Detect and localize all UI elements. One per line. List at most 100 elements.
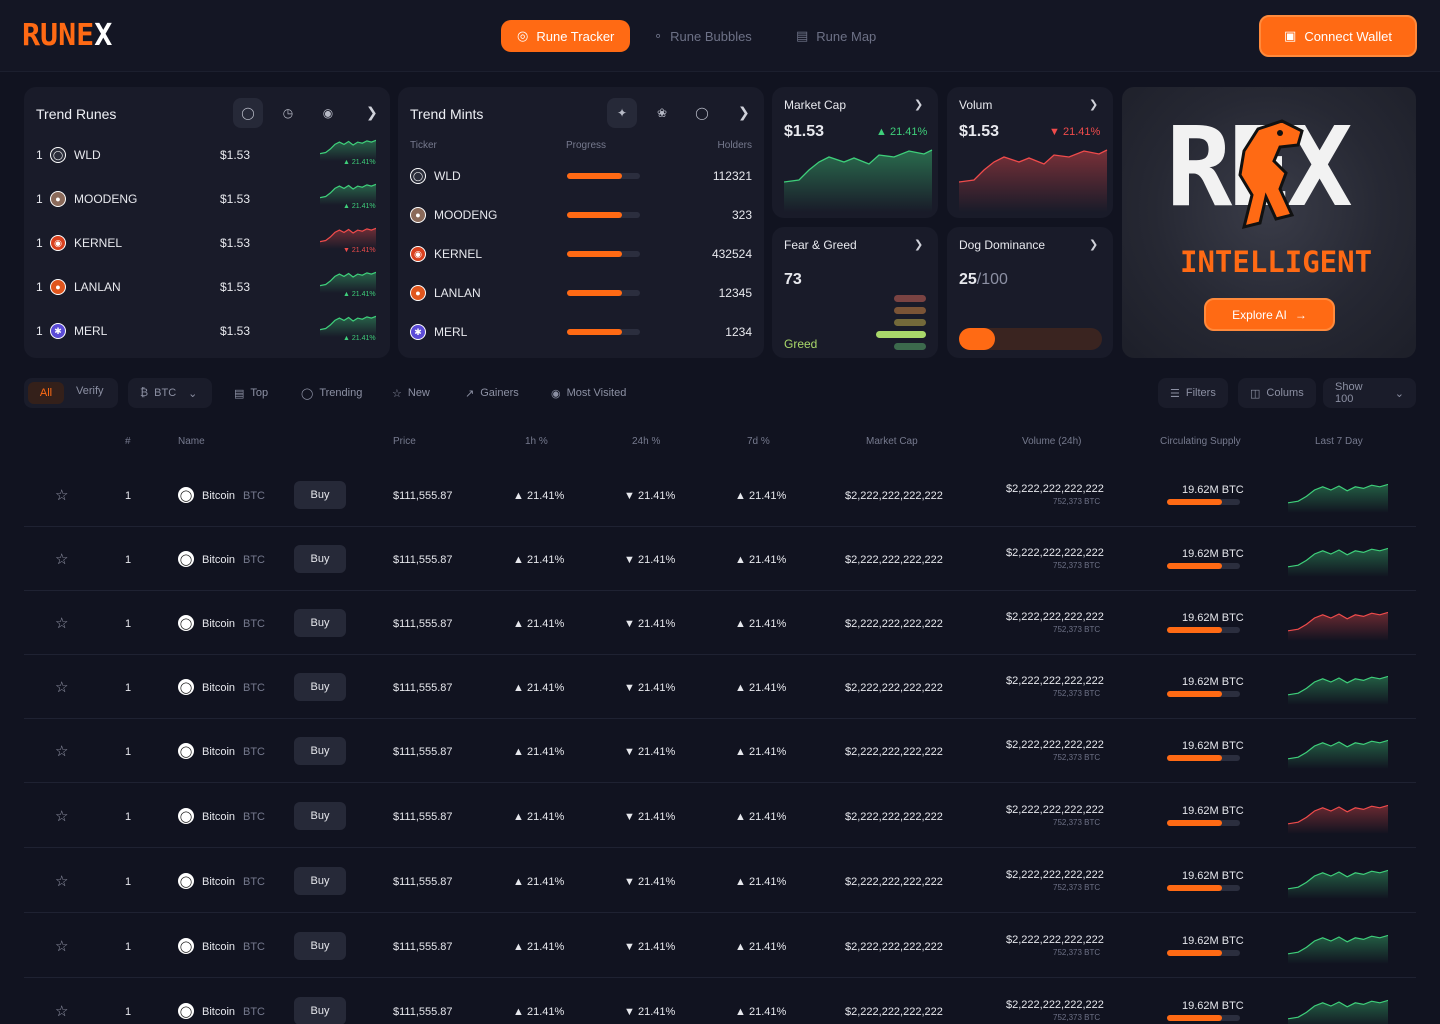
star-icon[interactable]: ☆ <box>55 679 69 696</box>
star-icon[interactable]: ☆ <box>55 743 69 760</box>
chevron-right-icon[interactable]: ❯ <box>914 99 924 111</box>
dominance-bar <box>959 328 1102 350</box>
nav-rune-tracker[interactable]: ◎ Rune Tracker <box>501 20 631 52</box>
filter-new[interactable]: ☆ New <box>392 387 430 400</box>
filters-button[interactable]: ☰ Filters <box>1158 378 1228 408</box>
star-icon[interactable]: ☆ <box>55 551 69 568</box>
volume-card[interactable]: Volum ❯ $1.53 ▼ 21.41% <box>947 87 1113 218</box>
nav-rune-bubbles[interactable]: ∘ Rune Bubbles <box>654 28 752 44</box>
filter-top[interactable]: ▤ Top <box>234 387 269 400</box>
chevron-right-icon[interactable]: ❯ <box>1089 239 1099 251</box>
coin-name[interactable]: Bitcoin <box>202 941 236 953</box>
bar-chart-icon: ▤ <box>234 387 245 400</box>
volume-btc: 752,373 BTC <box>1053 948 1101 957</box>
sparkline-chart <box>1288 934 1388 964</box>
sparkle-icon[interactable]: ✦ <box>607 98 637 128</box>
coin-price: $111,555.87 <box>393 941 453 953</box>
filter-all[interactable]: All <box>28 382 64 404</box>
table-row[interactable]: ☆ 1 ◯ Bitcoin BTC Buy $111,555.87 ▲ 21.4… <box>24 463 1416 527</box>
trend-mint-row[interactable]: ● MOODENG 323 <box>410 205 752 235</box>
rune-rank: 1 <box>36 280 43 294</box>
table-row[interactable]: ☆ 1 ◯ Bitcoin BTC Buy $111,555.87 ▲ 21.4… <box>24 527 1416 591</box>
star-icon[interactable]: ☆ <box>55 1003 69 1020</box>
filter-gainers[interactable]: ↗ Gainers <box>465 387 519 400</box>
buy-button[interactable]: Buy <box>294 737 346 765</box>
coin-name[interactable]: Bitcoin <box>202 746 236 758</box>
show-count-select[interactable]: Show 100 ⌄ <box>1323 378 1416 408</box>
change-24h: ▼ 21.41% <box>624 618 676 630</box>
columns-button[interactable]: ◫ Colums <box>1238 378 1316 408</box>
eye-icon[interactable]: ◉ <box>322 106 334 120</box>
fire-icon[interactable]: ◯ <box>233 98 263 128</box>
filter-verify[interactable]: Verify <box>76 385 104 397</box>
leaf-icon[interactable]: ❀ <box>656 106 668 120</box>
star-icon[interactable]: ☆ <box>55 487 69 504</box>
table-row[interactable]: ☆ 1 ◯ Bitcoin BTC Buy $111,555.87 ▲ 21.4… <box>24 784 1416 848</box>
market-cap-value: $1.53 <box>784 123 825 140</box>
trend-rune-row[interactable]: 1 ◯ WLD $1.53 ▲ 21.41% <box>36 139 386 170</box>
chevron-right-icon[interactable]: ❯ <box>366 104 378 120</box>
star-icon[interactable]: ☆ <box>55 615 69 632</box>
coin-name[interactable]: Bitcoin <box>202 811 236 823</box>
coin-name[interactable]: Bitcoin <box>202 490 236 502</box>
buy-button[interactable]: Buy <box>294 609 346 637</box>
buy-button[interactable]: Buy <box>294 932 346 960</box>
table-row[interactable]: ☆ 1 ◯ Bitcoin BTC Buy $111,555.87 ▲ 21.4… <box>24 655 1416 719</box>
market-cap-card[interactable]: Market Cap ❯ $1.53 ▲ 21.41% <box>772 87 938 218</box>
trophy-icon[interactable]: ◯ <box>695 106 709 120</box>
trend-up-icon: ↗ <box>465 387 475 400</box>
buy-button[interactable]: Buy <box>294 673 346 701</box>
chevron-right-icon[interactable]: ❯ <box>914 239 924 251</box>
coin-price: $111,555.87 <box>393 876 453 888</box>
table-row[interactable]: ☆ 1 ◯ Bitcoin BTC Buy $111,555.87 ▲ 21.4… <box>24 591 1416 655</box>
clock-icon[interactable]: ◷ <box>282 106 294 120</box>
dog-dominance-card[interactable]: Dog Dominance ❯ 25/100 <box>947 227 1113 358</box>
trend-mint-row[interactable]: ● LANLAN 12345 <box>410 283 752 313</box>
change-7d: ▲ 21.41% <box>735 746 787 758</box>
coin-name[interactable]: Bitcoin <box>202 618 236 630</box>
coin-name[interactable]: Bitcoin <box>202 876 236 888</box>
chevron-right-icon[interactable]: ❯ <box>738 104 750 120</box>
trend-mint-row[interactable]: ◉ KERNEL 432524 <box>410 244 752 274</box>
filter-most-visited[interactable]: ◉ Most Visited <box>551 387 627 400</box>
rune-name: KERNEL <box>74 236 123 250</box>
coin-name[interactable]: Bitcoin <box>202 682 236 694</box>
buy-button[interactable]: Buy <box>294 997 346 1024</box>
row-rank: 1 <box>125 490 132 502</box>
star-icon[interactable]: ☆ <box>55 808 69 825</box>
buy-button[interactable]: Buy <box>294 545 346 573</box>
connect-wallet-button[interactable]: ▣ Connect Wallet <box>1259 15 1417 57</box>
trend-rune-row[interactable]: 1 ◉ KERNEL $1.53 ▼ 21.41% <box>36 227 386 258</box>
runex-logo[interactable]: RUNEX <box>22 18 113 53</box>
star-icon[interactable]: ☆ <box>55 938 69 955</box>
currency-select[interactable]: ₿ BTC ⌄ <box>128 378 212 408</box>
trend-rune-row[interactable]: 1 ✱ MERL $1.53 ▲ 21.41% <box>36 315 386 346</box>
mint-progress-fill <box>567 212 622 218</box>
bitcoin-logo-icon: ◯ <box>178 743 194 759</box>
buy-button[interactable]: Buy <box>294 802 346 830</box>
buy-button[interactable]: Buy <box>294 481 346 509</box>
nav-rune-map[interactable]: ▤ Rune Map <box>796 28 877 44</box>
trend-rune-row[interactable]: 1 ● MOODENG $1.53 ▲ 21.41% <box>36 183 386 214</box>
trend-mint-row[interactable]: ◯ WLD 112321 <box>410 166 752 196</box>
mint-progress-fill <box>567 173 622 179</box>
coin-name[interactable]: Bitcoin <box>202 1006 236 1018</box>
table-row[interactable]: ☆ 1 ◯ Bitcoin BTC Buy $111,555.87 ▲ 21.4… <box>24 979 1416 1024</box>
buy-button[interactable]: Buy <box>294 867 346 895</box>
table-row[interactable]: ☆ 1 ◯ Bitcoin BTC Buy $111,555.87 ▲ 21.4… <box>24 914 1416 978</box>
fear-greed-card[interactable]: Fear & Greed ❯ 73 Greed <box>772 227 938 358</box>
change-7d: ▲ 21.41% <box>735 811 787 823</box>
trend-mint-row[interactable]: ✱ MERL 1234 <box>410 322 752 352</box>
explore-ai-button[interactable]: Explore AI → <box>1204 298 1335 331</box>
filter-trending[interactable]: ◯ Trending <box>301 387 363 400</box>
all-verify-toggle: All Verify <box>24 378 118 408</box>
fear-greed-title: Fear & Greed <box>784 238 857 252</box>
wallet-icon: ▣ <box>1284 28 1297 43</box>
table-row[interactable]: ☆ 1 ◯ Bitcoin BTC Buy $111,555.87 ▲ 21.4… <box>24 849 1416 913</box>
rex-promo-card: REX INTELLIGENT Explore AI→ <box>1122 87 1416 358</box>
coin-name[interactable]: Bitcoin <box>202 554 236 566</box>
chevron-right-icon[interactable]: ❯ <box>1089 99 1099 111</box>
trend-rune-row[interactable]: 1 ● LANLAN $1.53 ▲ 21.41% <box>36 271 386 302</box>
star-icon[interactable]: ☆ <box>55 873 69 890</box>
table-row[interactable]: ☆ 1 ◯ Bitcoin BTC Buy $111,555.87 ▲ 21.4… <box>24 719 1416 783</box>
